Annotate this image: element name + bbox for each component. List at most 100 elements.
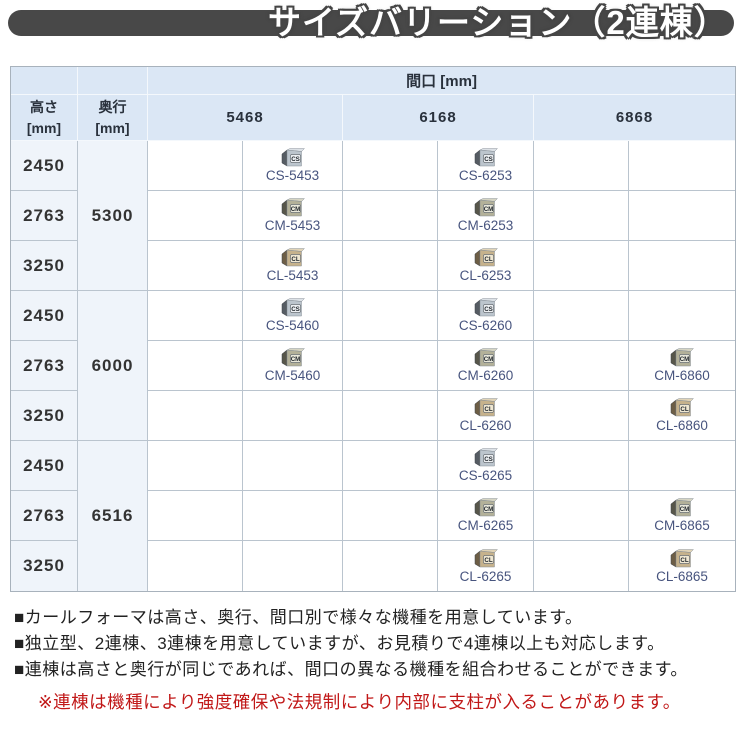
svg-text:CS: CS [484,156,493,163]
svg-text:CL: CL [680,406,688,413]
cl-box-icon: CL [670,398,695,417]
empty-subcell [534,141,629,191]
empty-subcell [243,441,343,491]
header-spacer-height [11,67,78,95]
svg-text:CL: CL [484,556,492,563]
svg-text:CL: CL [291,256,299,263]
product-code-link[interactable]: CM-6265 [457,518,514,533]
height-cell: 2763 [11,341,78,391]
table-row: 2450 5300 CS CS-5453 CS CS-6253 [11,141,736,291]
empty-subcell [243,541,343,591]
product-cell[interactable]: CS CS-6253 [438,141,534,191]
product-cell[interactable]: CM CM-5460 [243,341,343,391]
empty-subcell [343,391,438,441]
empty-subcell [534,341,629,391]
note-line-3: ■連棟は高さと奥行が同じであれば、間口の異なる機種を組合わせることができます。 [14,660,688,679]
product-code-link[interactable]: CL-6265 [459,568,512,584]
cm-box-icon: CM [474,198,498,217]
header-row-frontage: 間口 [mm] [11,67,736,95]
product-cell[interactable]: CL CL-6260 [438,391,534,441]
empty-subcell [629,241,736,291]
product-code-link[interactable]: CL-5453 [266,268,319,283]
svg-text:CM: CM [680,356,690,363]
product-cell[interactable]: CS CS-6260 [438,291,534,341]
depth-cell: 6000 [78,291,148,441]
page-title: サイズバリーション（2連棟） [268,4,728,41]
title-banner: サイズバリーション（2連棟） [8,4,734,41]
empty-subcell [534,391,629,441]
empty-subcell [243,491,343,541]
product-code-link[interactable]: CM-6860 [654,368,710,383]
cm-box-icon: CM [670,498,695,517]
cl-box-icon: CL [474,548,498,567]
svg-text:CL: CL [680,556,688,563]
product-code-link[interactable]: CL-6260 [459,418,512,433]
empty-subcell [629,291,736,341]
product-code-link[interactable]: CS-6253 [458,168,513,183]
product-cell[interactable]: CL CL-6253 [438,241,534,291]
svg-text:CM: CM [483,356,493,363]
product-cell[interactable]: CM CM-6860 [629,341,736,391]
empty-subcell [148,341,243,391]
product-cell[interactable]: CL CL-6860 [629,391,736,441]
product-cell[interactable]: CS CS-5460 [243,291,343,341]
height-cell: 3250 [11,391,78,441]
empty-subcell [148,241,243,291]
empty-subcell [148,291,243,341]
empty-subcell [534,241,629,291]
notes-list: ■カールフォーマは高さ、奥行、間口別で様々な機種を用意しています。 ■独立型、2… [14,605,688,683]
product-code-link[interactable]: CS-6265 [458,468,513,483]
cs-box-icon: CS [281,148,305,167]
cs-box-icon: CS [474,148,498,167]
cm-box-icon: CM [474,348,498,367]
size-table: 間口 [mm] 高さ [mm] 奥行 [mm] 5468 6168 6868 2… [11,67,736,591]
depth-cell: 6516 [78,441,148,591]
product-cell[interactable]: CS CS-6265 [438,441,534,491]
table-row: 2450 6516 CS CS-6265 [11,441,736,591]
product-code-link[interactable]: CS-5453 [265,168,320,183]
empty-subcell [343,291,438,341]
empty-subcell [534,541,629,591]
svg-text:CL: CL [484,406,492,413]
cl-box-icon: CL [670,548,695,567]
product-cell[interactable]: CS CS-5453 [243,141,343,191]
product-code-link[interactable]: CM-6865 [654,518,710,533]
svg-text:CM: CM [483,206,493,213]
product-code-link[interactable]: CM-5453 [264,218,321,233]
product-cell[interactable]: CM CM-5453 [243,191,343,241]
product-cell[interactable]: CM CM-6865 [629,491,736,541]
header-frontage-label: 間口 [mm] [148,67,736,95]
product-code-link[interactable]: CL-6865 [656,568,708,584]
cs-box-icon: CS [281,298,305,317]
svg-text:CM: CM [483,506,493,513]
cm-box-icon: CM [474,498,498,517]
product-code-link[interactable]: CS-5460 [265,318,320,333]
svg-text:CS: CS [291,306,300,313]
header-width-6168: 6168 [343,95,534,141]
product-cell[interactable]: CL CL-5453 [243,241,343,291]
cm-box-icon: CM [281,348,305,367]
product-cell[interactable]: CL CL-6265 [438,541,534,591]
empty-subcell [148,391,243,441]
empty-subcell [629,441,736,491]
empty-subcell [343,141,438,191]
product-code-link[interactable]: CM-5460 [264,368,321,383]
note-line-1: ■カールフォーマは高さ、奥行、間口別で様々な機種を用意しています。 [14,608,583,627]
product-code-link[interactable]: CS-6260 [458,318,513,333]
empty-subcell [629,141,736,191]
product-cell[interactable]: CM CM-6260 [438,341,534,391]
product-code-link[interactable]: CL-6253 [459,268,512,283]
empty-subcell [343,441,438,491]
empty-subcell [534,291,629,341]
product-code-link[interactable]: CL-6860 [656,418,708,433]
empty-subcell [148,491,243,541]
product-cell[interactable]: CL CL-6865 [629,541,736,591]
height-cell: 2450 [11,441,78,491]
header-height-label: 高さ [mm] [11,95,78,141]
header-width-5468: 5468 [148,95,343,141]
product-cell[interactable]: CM CM-6253 [438,191,534,241]
product-cell[interactable]: CM CM-6265 [438,491,534,541]
product-code-link[interactable]: CM-6253 [457,218,514,233]
product-code-link[interactable]: CM-6260 [457,368,514,383]
size-variation-table: 間口 [mm] 高さ [mm] 奥行 [mm] 5468 6168 6868 2… [10,66,736,592]
